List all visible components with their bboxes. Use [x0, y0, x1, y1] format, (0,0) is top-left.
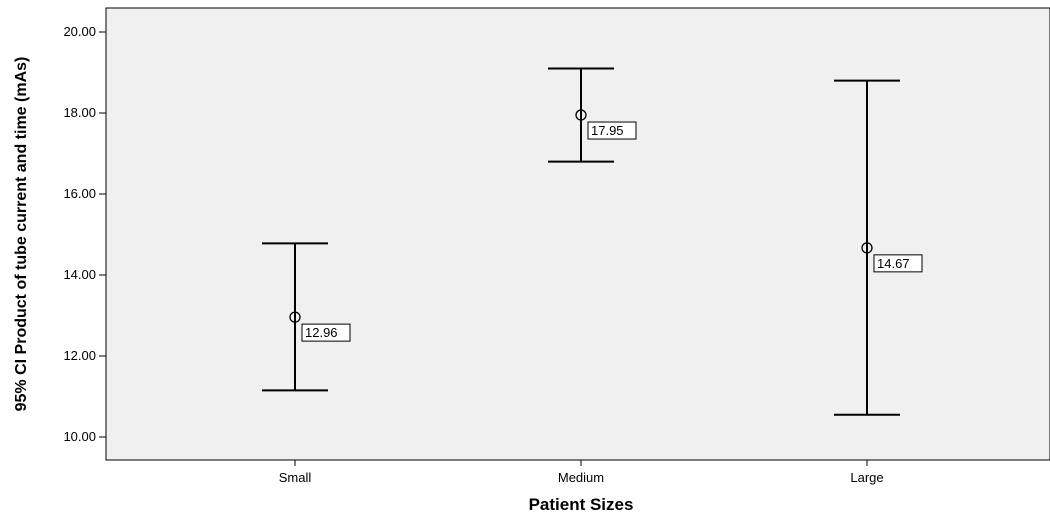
- x-tick-label: Small: [279, 470, 312, 485]
- error-bar-small: 12.96: [262, 242, 351, 392]
- x-axis: Small Medium Large: [279, 460, 884, 485]
- data-label-box: [587, 121, 637, 140]
- x-tick-label: Medium: [558, 470, 604, 485]
- data-label: 14.67: [877, 256, 910, 271]
- data-label: 17.95: [591, 123, 624, 138]
- y-tick-label: 16.00: [63, 186, 96, 201]
- data-label: 12.96: [305, 325, 338, 340]
- data-label-box: [873, 254, 923, 273]
- y-tick-label: 14.00: [63, 267, 96, 282]
- y-axis: 10.00 12.00 14.00 16.00 18.00 20.00: [63, 24, 106, 444]
- x-axis-title: Patient Sizes: [529, 495, 634, 514]
- x-tick-label: Large: [850, 470, 883, 485]
- y-axis-title: 95% CI Product of tube current and time …: [13, 57, 30, 412]
- error-bar-large: 14.67: [834, 79, 923, 416]
- mean-marker: [861, 242, 873, 254]
- y-tick-label: 10.00: [63, 429, 96, 444]
- data-label-box: [301, 323, 351, 342]
- y-tick-label: 18.00: [63, 105, 96, 120]
- error-bar-medium: 17.95: [548, 67, 637, 163]
- mean-marker: [575, 109, 587, 121]
- y-tick-label: 12.00: [63, 348, 96, 363]
- mean-marker: [289, 311, 301, 323]
- error-bars: 12.96 17.95 14.67: [262, 67, 923, 416]
- y-tick-label: 20.00: [63, 24, 96, 39]
- plot-area: [105, 7, 1050, 461]
